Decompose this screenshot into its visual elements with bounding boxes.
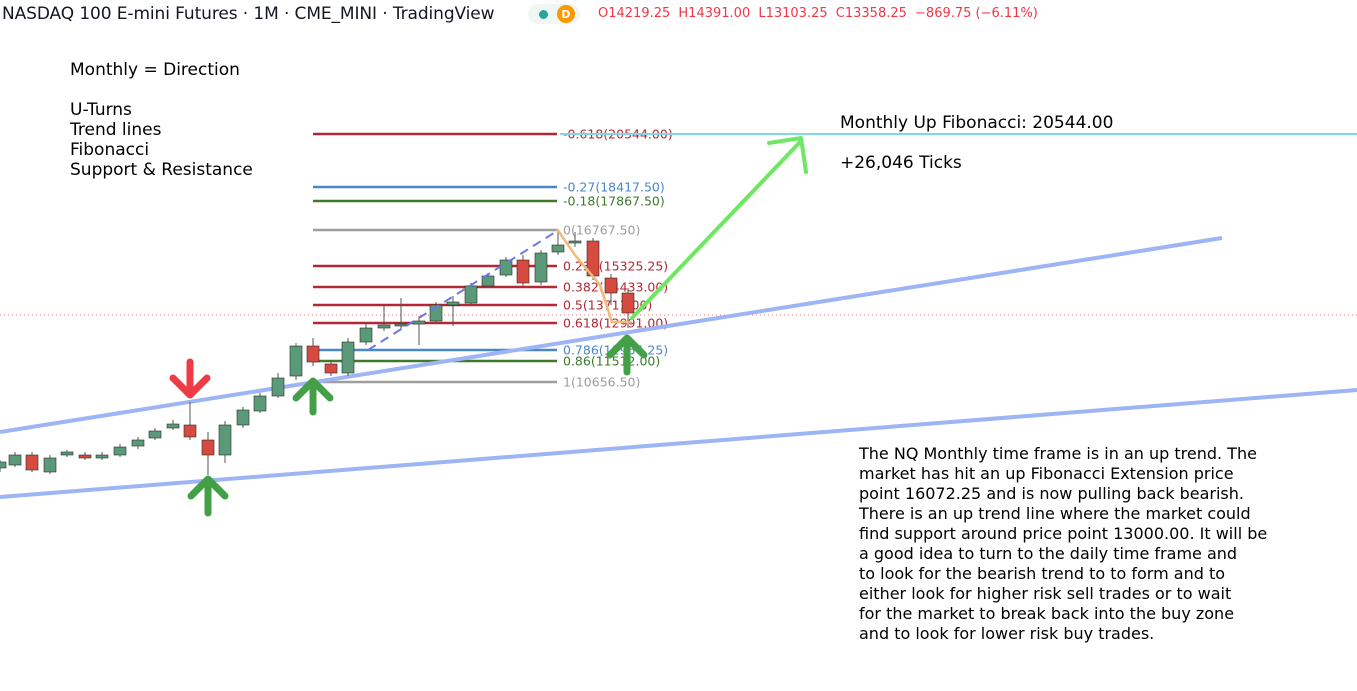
ohlc-change: −869.75 (−6.11%) — [915, 6, 1038, 21]
candle[interactable] — [95, 452, 109, 460]
candle[interactable] — [148, 428, 162, 440]
symbol-title[interactable]: NASDAQ 100 E-mini Futures · 1M · CME_MIN… — [2, 4, 495, 24]
candle[interactable] — [131, 437, 145, 449]
delayed-data-badge[interactable]: D — [557, 5, 575, 23]
lower-trendline[interactable] — [0, 388, 1357, 499]
candle[interactable] — [0, 460, 7, 472]
candle[interactable] — [271, 373, 285, 398]
candle[interactable] — [60, 450, 74, 457]
retrace-line[interactable] — [555, 228, 632, 324]
upper-trendline[interactable] — [0, 236, 1223, 434]
candle[interactable] — [394, 298, 408, 330]
projection-arrow-icon[interactable] — [630, 136, 808, 320]
chart-header: NASDAQ 100 E-mini Futures · 1M · CME_MIN… — [0, 0, 1357, 30]
candle[interactable] — [43, 455, 57, 474]
fib-level-label: 0(16767.50) — [563, 223, 640, 238]
ohlc-open: O14219.25 — [598, 6, 671, 21]
candle[interactable] — [183, 402, 197, 440]
live-dot-icon — [539, 9, 548, 19]
candle[interactable] — [551, 229, 565, 255]
candle[interactable] — [429, 302, 443, 324]
down-arrow-icon — [169, 358, 211, 399]
candle[interactable] — [324, 360, 338, 376]
candle[interactable] — [534, 250, 548, 285]
analysis-text: The NQ Monthly time frame is in an up tr… — [859, 444, 1268, 643]
candle[interactable] — [253, 393, 267, 413]
candle[interactable] — [586, 238, 600, 280]
candle[interactable] — [412, 316, 426, 345]
candle[interactable] — [377, 305, 391, 331]
concept-item: Fibonacci — [70, 140, 150, 160]
up-arrow-icon — [606, 334, 648, 376]
candle[interactable] — [8, 452, 22, 467]
candle[interactable] — [166, 420, 180, 430]
candle[interactable] — [568, 232, 582, 247]
pivot-dashed-line[interactable] — [367, 230, 558, 351]
candle[interactable] — [218, 421, 232, 463]
concept-item: Support & Resistance — [70, 160, 253, 180]
up-arrow-icon — [292, 377, 334, 416]
candle[interactable] — [516, 255, 530, 286]
market-status-badges[interactable]: D — [528, 4, 580, 24]
fib-level-label: -0.27(18417.50) — [563, 180, 665, 195]
ohlc-high: H14391.00 — [678, 6, 751, 21]
up-arrow-icon — [187, 475, 229, 517]
ticks-label: +26,046 Ticks — [840, 153, 962, 173]
candle[interactable] — [236, 407, 250, 428]
candle[interactable] — [289, 343, 303, 380]
candle[interactable] — [201, 432, 215, 475]
candle[interactable] — [306, 338, 320, 366]
candle[interactable] — [78, 452, 92, 460]
direction-note: Monthly = Direction — [70, 60, 240, 80]
candle[interactable] — [359, 322, 373, 345]
candle[interactable] — [25, 452, 39, 472]
ohlc-low: L13103.25 — [758, 6, 828, 21]
fib-level-label: -0.18(17867.50) — [563, 194, 665, 209]
candle[interactable] — [446, 296, 460, 326]
fib-level-label: 0.86(11512.00) — [563, 354, 660, 369]
concept-item: Trend lines — [70, 120, 162, 140]
concept-list: U-Turns Trend lines Fibonacci Support & … — [70, 100, 253, 180]
fib-level-label: 1(10656.50) — [563, 375, 640, 390]
concept-item: U-Turns — [70, 100, 132, 120]
candle[interactable] — [113, 444, 127, 457]
ohlc-readout: O14219.25 H14391.00 L13103.25 C13358.25 … — [598, 6, 1042, 21]
ohlc-close: C13358.25 — [835, 6, 907, 21]
candle[interactable] — [464, 283, 478, 306]
candle[interactable] — [341, 338, 355, 376]
candle[interactable] — [604, 274, 618, 305]
target-label: Monthly Up Fibonacci: 20544.00 — [840, 113, 1114, 133]
